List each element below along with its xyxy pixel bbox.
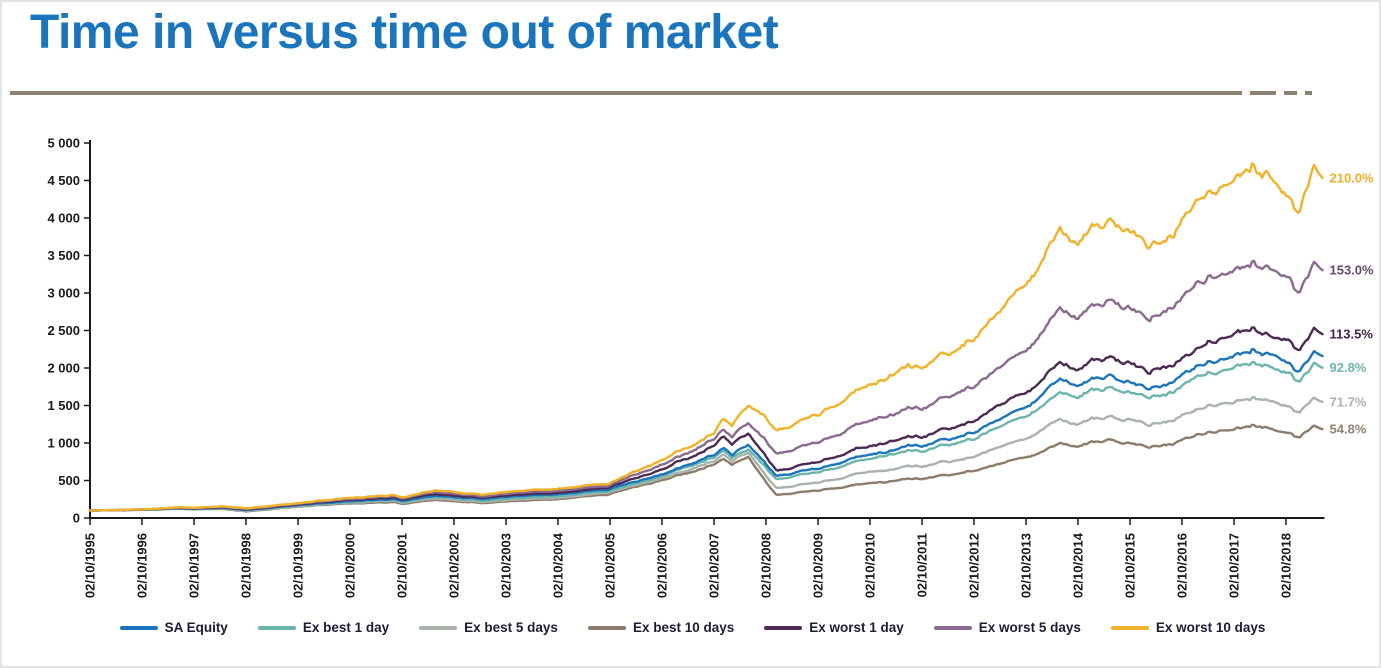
legend-swatch-ex-best-10-days (587, 625, 626, 630)
legend-label-ex-worst-10-days: Ex worst 10 days (1155, 620, 1266, 635)
x-axis-tick-label: 02/10/2006 (655, 533, 670, 598)
end-label-ex-worst-10-days: 210.0% (1330, 170, 1375, 185)
x-axis-tick-label: 02/10/1996 (135, 533, 150, 598)
legend-swatch-ex-worst-5-days (933, 625, 972, 630)
rule-dash-segment (1250, 91, 1276, 95)
legend-item-ex-worst-5-days: Ex worst 5 days (933, 620, 1081, 635)
y-axis-tick-label: 4 500 (47, 173, 80, 188)
x-axis-tick-label: 02/10/2010 (863, 533, 878, 598)
legend-swatch-ex-best-1-day (257, 625, 296, 630)
x-axis-tick-label: 02/10/1995 (83, 533, 98, 598)
page-title: Time in versus time out of market (30, 6, 779, 59)
legend-item-ex-best-1-day: Ex best 1 day (257, 620, 390, 635)
chart-legend: SA Equity Ex best 1 day Ex best 5 days Ex b… (2, 620, 1379, 635)
y-axis-tick-label: 2 500 (47, 323, 80, 338)
rule-dash-segment (1305, 91, 1312, 95)
x-axis-tick-label: 02/10/2013 (1019, 533, 1034, 598)
end-label-ex-best-5-days: 71.7% (1330, 394, 1367, 409)
end-label-ex-worst-1-day: 113.5% (1330, 327, 1374, 342)
legend-swatch-sa-equity (119, 625, 158, 630)
rule-dash-segment (1284, 91, 1297, 95)
x-axis-tick-label: 02/10/2015 (1123, 533, 1138, 598)
title-underline-rule (10, 91, 1312, 95)
legend-item-sa-equity: SA Equity (119, 620, 228, 635)
y-axis-tick-label: 3 500 (47, 248, 80, 263)
x-axis-tick-label: 02/10/2007 (707, 533, 722, 598)
legend-item-ex-worst-1-day: Ex worst 1 day (764, 620, 904, 635)
x-axis-tick-label: 02/10/2004 (551, 532, 566, 598)
legend-label-ex-worst-1-day: Ex worst 1 day (809, 620, 904, 635)
x-axis-tick-label: 02/10/1999 (291, 533, 306, 598)
x-axis-tick-label: 02/10/2017 (1227, 533, 1242, 598)
x-axis-tick-label: 02/10/2000 (343, 533, 358, 598)
y-axis-tick-label: 2 000 (47, 361, 80, 376)
x-axis-tick-label: 02/10/2009 (811, 533, 826, 598)
x-axis-tick-label: 02/10/2014 (1071, 532, 1086, 598)
series-line-ex-best-5-days (88, 395, 1324, 513)
x-axis-tick-label: 02/10/2002 (447, 533, 462, 598)
y-axis-tick-label: 1 500 (47, 398, 80, 413)
x-axis-tick-label: 02/10/2003 (499, 533, 514, 598)
x-axis-tick-label: 02/10/2016 (1175, 533, 1190, 598)
x-axis-tick-label: 02/10/1998 (239, 533, 254, 598)
series-line-ex-worst-1-day (88, 326, 1324, 512)
legend-swatch-ex-worst-10-days (1110, 625, 1149, 630)
end-label-ex-best-1-day: 92.8% (1330, 360, 1367, 375)
y-axis-tick-label: 500 (58, 473, 80, 488)
y-axis-tick-label: 4 000 (47, 211, 80, 226)
legend-label-ex-best-5-days: Ex best 5 days (464, 620, 558, 635)
y-axis-tick-label: 0 (73, 511, 80, 526)
end-label-ex-best-10-days: 54.8% (1330, 422, 1367, 437)
legend-label-ex-worst-5-days: Ex worst 5 days (978, 620, 1081, 635)
y-axis-tick-label: 1 000 (47, 436, 80, 451)
legend-swatch-ex-best-5-days (419, 625, 458, 630)
x-axis-tick-label: 02/10/2018 (1279, 533, 1294, 598)
x-axis-tick-label: 02/10/2012 (967, 533, 982, 598)
legend-item-ex-best-10-days: Ex best 10 days (587, 620, 735, 635)
x-axis-tick-label: 02/10/2005 (603, 533, 618, 598)
legend-item-ex-best-5-days: Ex best 5 days (419, 620, 558, 635)
y-axis-tick-label: 3 000 (47, 286, 80, 301)
series-line-sa-equity (88, 348, 1324, 512)
x-axis-tick-label: 02/10/2008 (759, 533, 774, 598)
x-axis-tick-label: 02/10/1997 (187, 533, 202, 598)
legend-label-ex-best-1-day: Ex best 1 day (302, 620, 390, 635)
legend-swatch-ex-worst-1-day (764, 625, 803, 630)
x-axis-tick-label: 02/10/2011 (915, 533, 930, 597)
legend-item-ex-worst-10-days: Ex worst 10 days (1110, 620, 1266, 635)
legend-label-sa-equity: SA Equity (164, 620, 228, 635)
y-axis-tick-label: 5 000 (47, 136, 80, 151)
end-label-ex-worst-5-days: 153.0% (1330, 263, 1375, 278)
series-line-ex-worst-10-days (88, 162, 1324, 512)
rule-solid-segment (10, 91, 1242, 95)
legend-label-ex-best-10-days: Ex best 10 days (632, 620, 735, 635)
x-axis-tick-label: 02/10/2001 (395, 533, 410, 598)
